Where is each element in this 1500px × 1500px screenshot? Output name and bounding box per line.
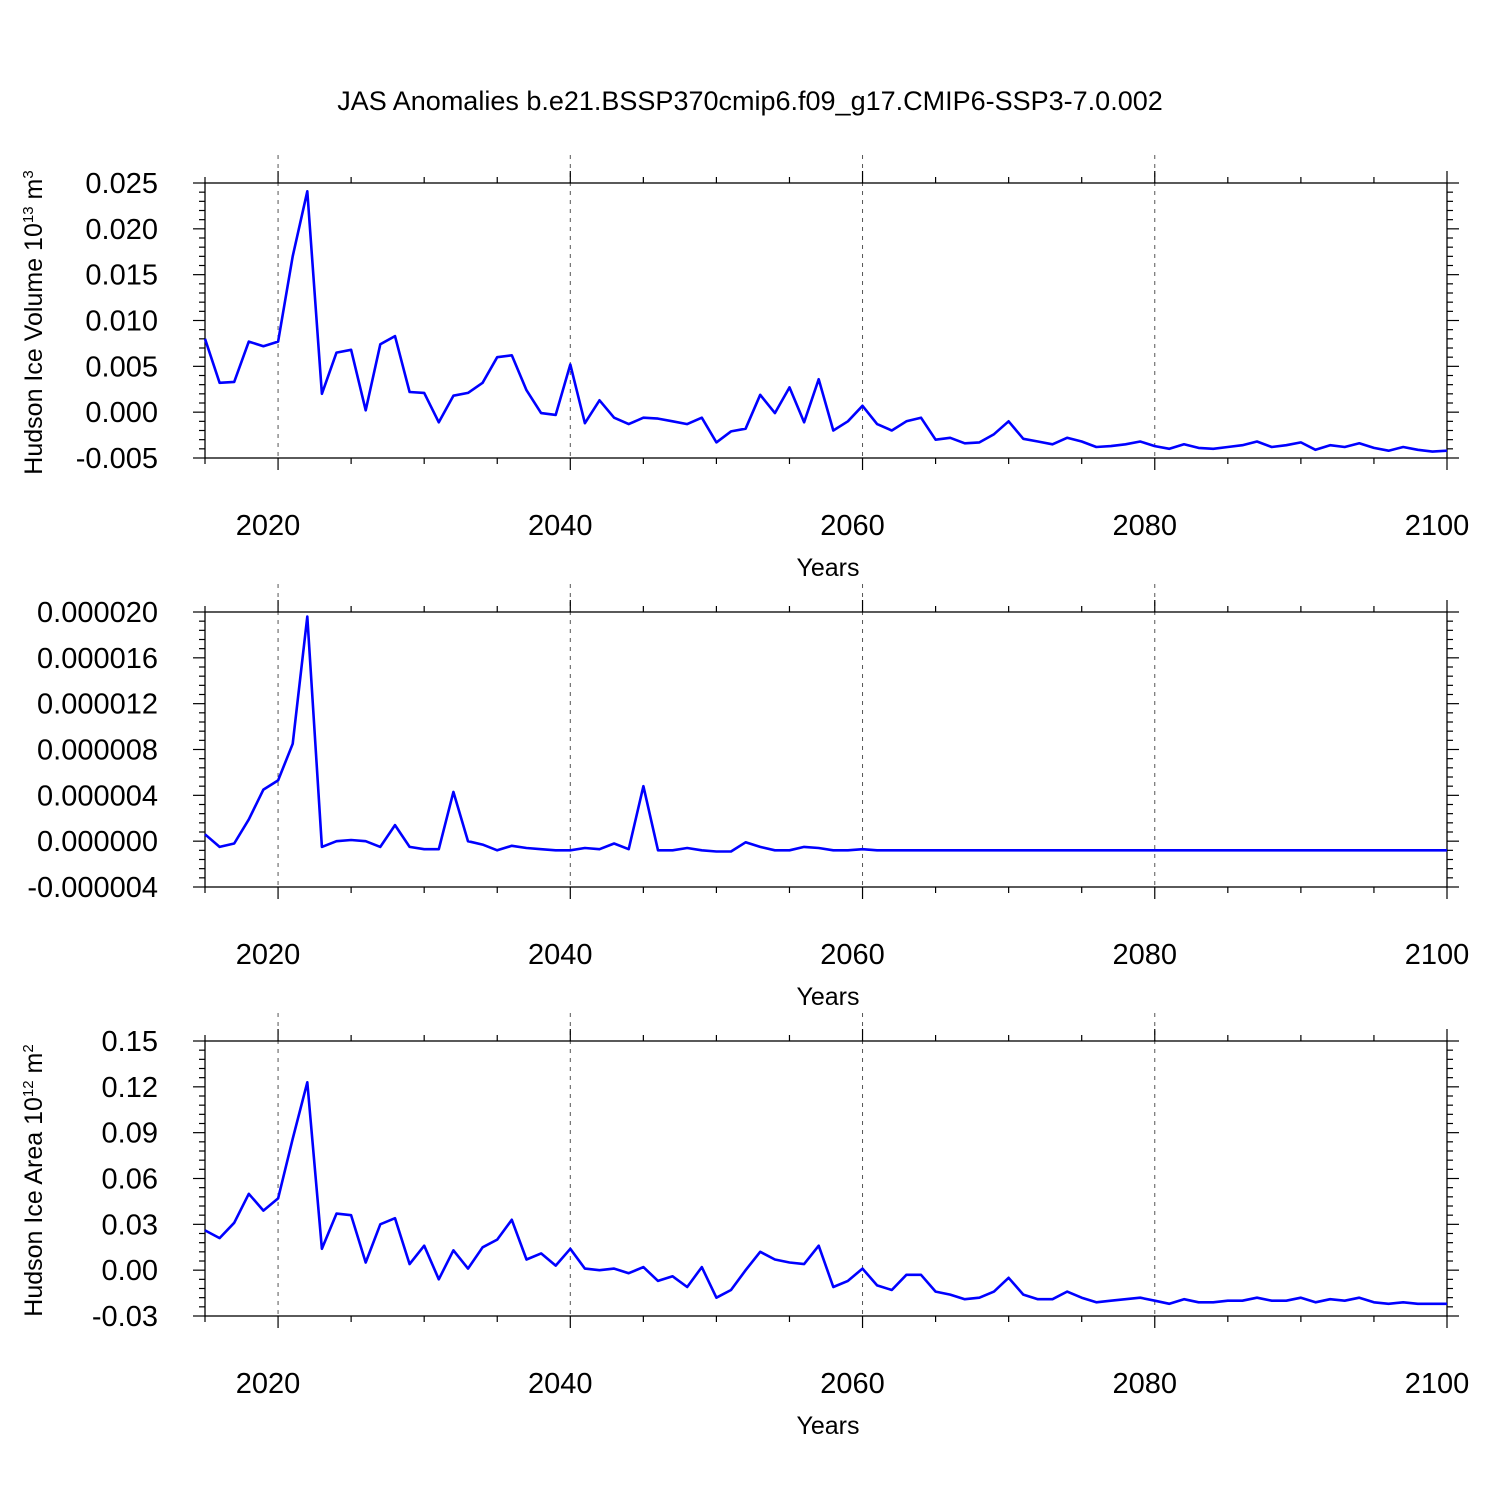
y-tick-label: 0.03	[102, 1209, 158, 1241]
figure-title: JAS Anomalies b.e21.BSSP370cmip6.f09_g17…	[337, 86, 1163, 116]
y-axis-title: Hudson Ice Volume 1013 m3	[20, 170, 48, 474]
y-tick-label: 0.010	[85, 306, 158, 338]
chart-panel-thickness: 2020 2040 2060 2080 2100 -0.000004 0.000000 0.0…	[27, 584, 1469, 1011]
x-tick-label: 2060	[820, 939, 885, 971]
x-axis-title: Years	[796, 983, 859, 1011]
plot-frame	[204, 1040, 1448, 1317]
plot-frame	[204, 182, 1448, 459]
x-tick-label: 2100	[1405, 939, 1470, 971]
x-tick-label: 2060	[820, 510, 885, 542]
y-tick-label: 0.000012	[37, 689, 158, 721]
x-tick-label: 2100	[1405, 510, 1470, 542]
x-tick-label: 2080	[1113, 939, 1178, 971]
x-tick-label: 2040	[528, 1368, 593, 1400]
y-tick-label: 0.015	[85, 260, 158, 292]
x-tick-label: 2040	[528, 510, 593, 542]
y-tick-label: 0.15	[102, 1026, 158, 1058]
y-tick-label: 0.020	[85, 214, 158, 246]
y-tick-label: 0.000020	[37, 597, 158, 629]
y-tick-label: -0.005	[76, 443, 158, 475]
x-tick-label: 2080	[1113, 1368, 1178, 1400]
y-tick-label: 0.12	[102, 1072, 158, 1104]
series-line-thickness	[204, 615, 1447, 853]
x-tick-label: 2100	[1405, 1368, 1470, 1400]
y-tick-label: -0.000004	[27, 872, 158, 904]
y-tick-label: 0.06	[102, 1164, 158, 1196]
x-axis-title: Years	[796, 1412, 859, 1440]
y-axis-title: Hudson Ice Area 1012 m2	[20, 1044, 48, 1316]
x-tick-label: 2020	[236, 510, 301, 542]
x-tick-label: 2080	[1113, 510, 1178, 542]
y-tick-label: 0.000004	[37, 780, 158, 812]
y-tick-label: 0.000016	[37, 643, 158, 675]
panels-group: 2020 2040 2060 2080 2100 -0.005 0.000 0.005 0.01…	[20, 155, 1469, 1440]
y-tick-label: 0.000	[85, 397, 158, 429]
y-tick-label: 0.09	[102, 1118, 158, 1150]
chart-panel-volume: 2020 2040 2060 2080 2100 -0.005 0.000 0.005 0.01…	[20, 155, 1469, 582]
y-tick-label: -0.03	[92, 1301, 158, 1333]
x-tick-label: 2020	[236, 1368, 301, 1400]
x-tick-label: 2060	[820, 1368, 885, 1400]
x-tick-label: 2020	[236, 939, 301, 971]
y-tick-label: 0.005	[85, 351, 158, 383]
plot-frame	[204, 611, 1448, 888]
series-line-area	[204, 1081, 1447, 1306]
x-tick-label: 2040	[528, 939, 593, 971]
x-axis-title: Years	[796, 554, 859, 582]
y-tick-label: 0.025	[85, 168, 158, 200]
chart-panel-area: 2020 2040 2060 2080 2100 -0.03 0.00 0.03 0.06 0.0…	[20, 1013, 1469, 1440]
y-tick-label: 0.000008	[37, 735, 158, 767]
series-line-volume	[203, 190, 1448, 453]
y-tick-label: 0.000000	[37, 826, 158, 858]
y-tick-label: 0.00	[102, 1255, 158, 1287]
